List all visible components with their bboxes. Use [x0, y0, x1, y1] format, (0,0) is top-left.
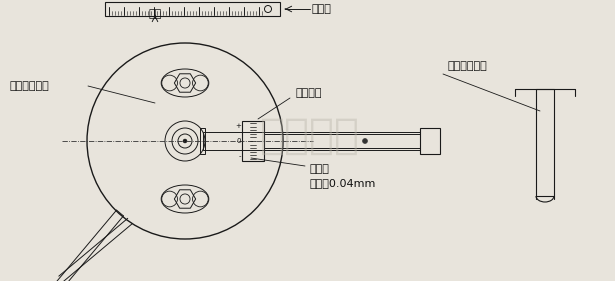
Text: 游标尺: 游标尺 — [312, 4, 332, 14]
Bar — [242, 121, 264, 161]
Circle shape — [183, 139, 187, 143]
Bar — [536, 89, 554, 196]
Text: 刻划: 刻划 — [148, 9, 162, 19]
Text: 刻度环: 刻度环 — [310, 164, 330, 174]
Bar — [420, 128, 440, 154]
Text: 送距固定螺丝: 送距固定螺丝 — [10, 81, 50, 91]
Bar — [105, 2, 280, 16]
Text: 一小格0.04mm: 一小格0.04mm — [310, 178, 376, 188]
Bar — [264, 134, 420, 148]
Text: 送距调整扳手: 送距调整扳手 — [448, 61, 488, 71]
Text: 晋德机械: 晋德机械 — [260, 115, 360, 157]
Bar — [203, 132, 420, 150]
Text: 0: 0 — [237, 138, 241, 144]
Bar — [200, 128, 205, 154]
Circle shape — [362, 139, 368, 144]
Text: -: - — [239, 153, 241, 159]
Text: +: + — [235, 123, 241, 129]
Text: 调整螺杆: 调整螺杆 — [295, 88, 322, 98]
